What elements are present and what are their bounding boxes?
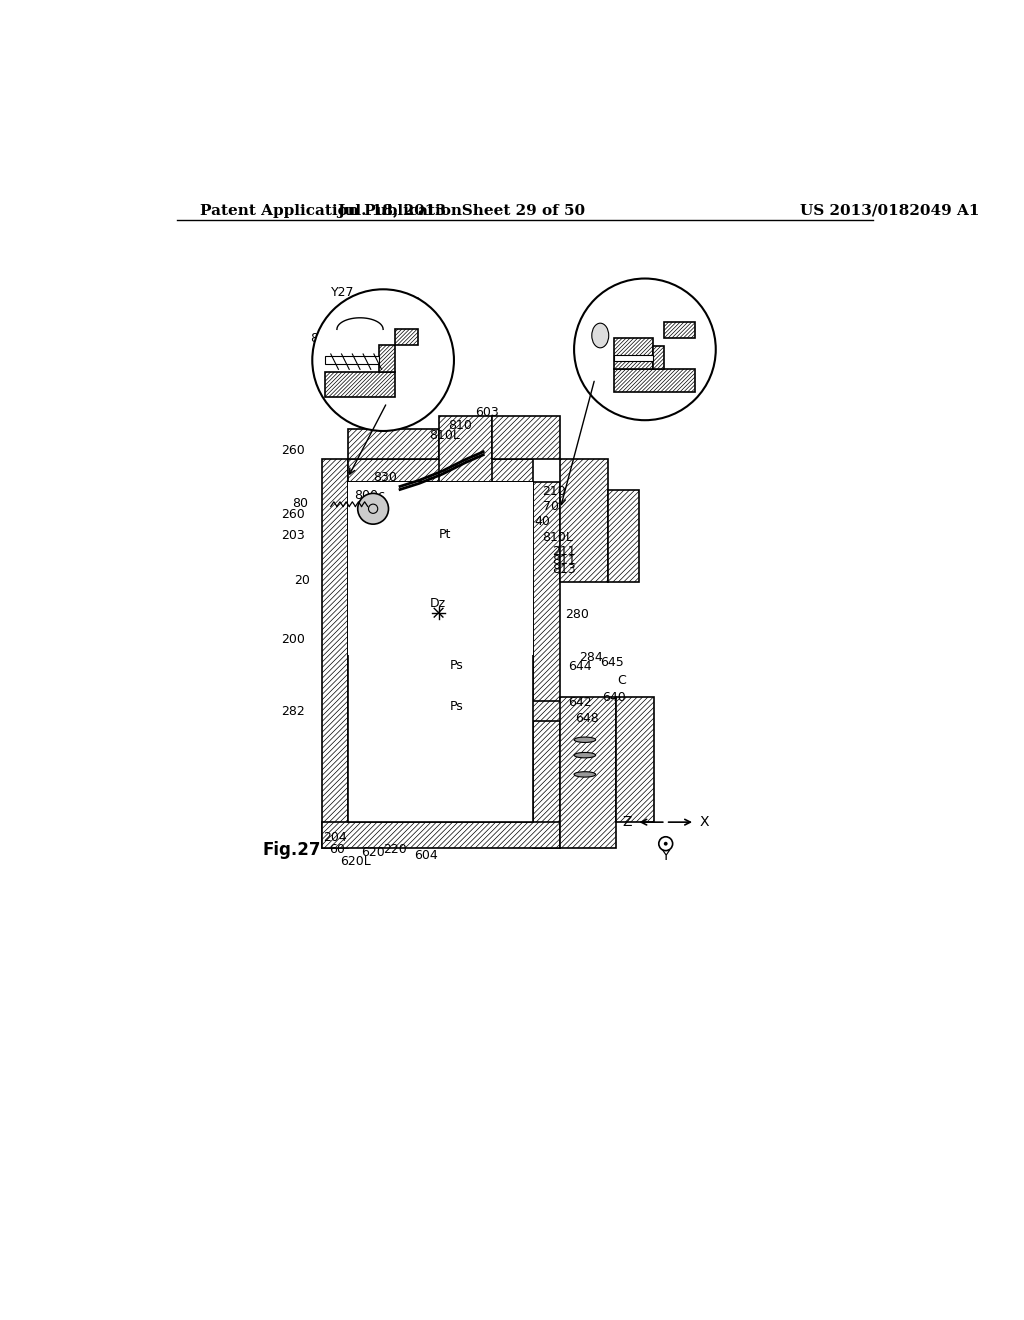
- Text: Dz: Dz: [429, 597, 445, 610]
- Circle shape: [312, 289, 454, 432]
- Text: Y27: Y27: [331, 286, 354, 298]
- Text: 211: 211: [553, 545, 577, 557]
- Polygon shape: [615, 697, 654, 822]
- Text: 204: 204: [323, 832, 347, 843]
- Text: 260: 260: [282, 508, 305, 520]
- Text: Fig.27: Fig.27: [263, 841, 322, 859]
- Bar: [348, 482, 532, 822]
- Polygon shape: [560, 459, 608, 582]
- Text: 60: 60: [330, 843, 345, 857]
- Text: 70: 70: [543, 500, 558, 513]
- Text: 80: 80: [292, 496, 308, 510]
- Text: 203: 203: [282, 529, 305, 543]
- Ellipse shape: [574, 752, 596, 758]
- Ellipse shape: [592, 323, 608, 348]
- Polygon shape: [348, 429, 438, 459]
- Text: 682: 682: [651, 293, 675, 306]
- Text: Jul. 18, 2013   Sheet 29 of 50: Jul. 18, 2013 Sheet 29 of 50: [338, 203, 586, 218]
- Bar: [614, 355, 652, 360]
- Text: 831: 831: [310, 333, 334, 345]
- Text: 604: 604: [414, 849, 437, 862]
- Polygon shape: [348, 459, 532, 482]
- Text: 800c: 800c: [354, 490, 385, 502]
- Text: US 2013/0182049 A1: US 2013/0182049 A1: [801, 203, 980, 218]
- Polygon shape: [322, 822, 560, 849]
- Text: 40: 40: [535, 515, 551, 528]
- Text: 640: 640: [602, 690, 626, 704]
- Text: 810: 810: [689, 348, 714, 362]
- Polygon shape: [652, 346, 665, 368]
- Polygon shape: [348, 655, 532, 675]
- Circle shape: [357, 494, 388, 524]
- Text: Patent Application Publication: Patent Application Publication: [200, 203, 462, 218]
- Text: 213: 213: [668, 364, 691, 378]
- Text: 810: 810: [449, 418, 472, 432]
- Text: 648: 648: [575, 713, 599, 726]
- Text: 284: 284: [579, 651, 602, 664]
- Ellipse shape: [574, 772, 596, 777]
- Text: 282: 282: [282, 705, 305, 718]
- Text: 811: 811: [553, 554, 577, 566]
- Polygon shape: [608, 490, 639, 582]
- Text: 813: 813: [553, 564, 577, 576]
- Circle shape: [664, 842, 668, 846]
- Text: 603: 603: [475, 407, 500, 418]
- Text: 810L: 810L: [429, 429, 460, 442]
- Text: 260: 260: [282, 445, 305, 458]
- Text: Y: Y: [662, 849, 670, 863]
- Polygon shape: [326, 372, 394, 397]
- Polygon shape: [348, 701, 563, 721]
- Polygon shape: [665, 322, 695, 338]
- Text: 830: 830: [397, 296, 421, 309]
- Polygon shape: [394, 330, 418, 345]
- Polygon shape: [532, 482, 560, 849]
- Text: 830: 830: [373, 471, 397, 484]
- Polygon shape: [614, 338, 652, 368]
- Text: C: C: [617, 675, 626, 686]
- Polygon shape: [489, 508, 515, 544]
- Polygon shape: [379, 345, 394, 372]
- Ellipse shape: [574, 737, 596, 742]
- Polygon shape: [322, 459, 348, 849]
- Text: 280: 280: [565, 607, 590, 620]
- Bar: [326, 356, 379, 364]
- Polygon shape: [614, 368, 695, 392]
- Text: 220: 220: [383, 843, 407, 857]
- Text: 644: 644: [568, 660, 592, 673]
- Text: 645: 645: [600, 656, 624, 669]
- Text: Z: Z: [623, 816, 632, 829]
- Text: Yh: Yh: [315, 360, 331, 372]
- Text: 880: 880: [660, 305, 684, 317]
- Polygon shape: [493, 416, 560, 459]
- Text: Ps: Ps: [451, 700, 464, 713]
- Text: Ps: Ps: [451, 659, 464, 672]
- Text: Pt: Pt: [438, 528, 451, 541]
- Text: 642: 642: [568, 696, 592, 709]
- Text: 620L: 620L: [340, 855, 371, 869]
- Text: 210: 210: [543, 484, 566, 498]
- Text: X: X: [699, 816, 709, 829]
- Circle shape: [574, 279, 716, 420]
- Polygon shape: [493, 482, 532, 508]
- Bar: [348, 482, 532, 655]
- Text: 200: 200: [282, 634, 305, 647]
- Polygon shape: [438, 416, 493, 482]
- Text: 810L: 810L: [543, 531, 573, 544]
- Polygon shape: [560, 697, 615, 849]
- Text: 20: 20: [295, 574, 310, 587]
- Text: 620: 620: [361, 846, 385, 859]
